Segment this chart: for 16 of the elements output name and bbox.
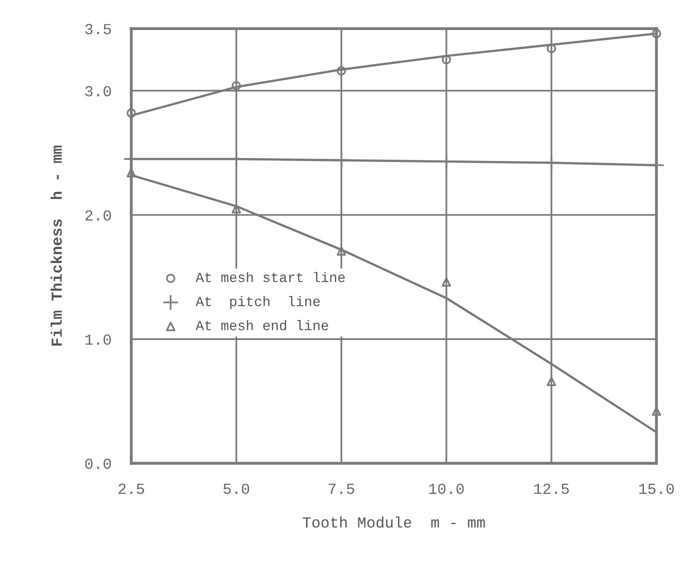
x-tick-label: 12.5 (534, 484, 569, 494)
legend-label: At mesh end line (196, 320, 328, 330)
x-tick-label: 2.5 (118, 484, 144, 494)
legend-label: At pitch line (196, 296, 320, 309)
x-tick-label: 15.0 (639, 484, 674, 494)
x-axis-title: Tooth Module m - mm (302, 516, 485, 528)
y-axis-title: Film Thickness h - mm (50, 146, 62, 346)
y-tick-label: 3.5 (85, 24, 111, 34)
x-tick-label: 7.5 (328, 484, 354, 494)
x-tick-label: 10.0 (429, 484, 464, 494)
x-tick-label: 5.0 (224, 484, 250, 494)
y-tick-label: 0.0 (85, 458, 111, 470)
y-tick-label: 3.0 (85, 86, 111, 96)
y-tick-label: 2.0 (85, 210, 111, 221)
y-tick-label: 1.0 (85, 334, 111, 345)
legend-label: At mesh start line (196, 272, 345, 282)
